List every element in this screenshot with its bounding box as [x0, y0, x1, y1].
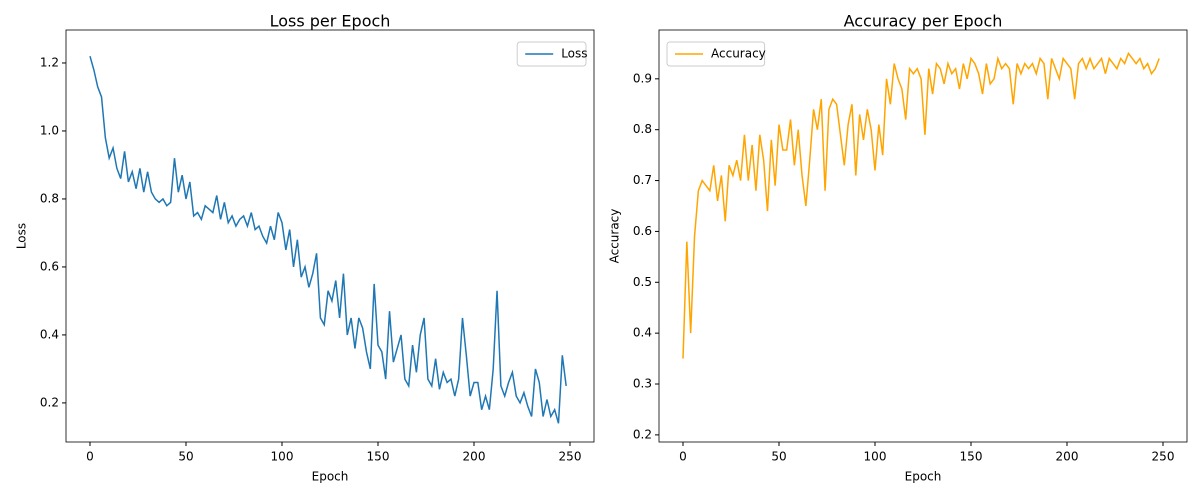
x-tick-label: 0 — [86, 450, 94, 464]
y-tick-label: 0.3 — [633, 377, 652, 391]
x-axis-label: Epoch — [905, 470, 942, 484]
y-tick-label: 0.6 — [40, 259, 59, 273]
y-tick-label: 0.2 — [633, 427, 652, 441]
x-tick-label: 200 — [463, 450, 486, 464]
y-tick-label: 0.4 — [633, 326, 652, 340]
x-tick-label: 50 — [771, 450, 786, 464]
x-tick-label: 250 — [559, 450, 582, 464]
y-tick-label: 0.6 — [633, 224, 652, 238]
y-tick-label: 0.8 — [40, 191, 59, 205]
y-axis-label: Loss — [15, 223, 29, 249]
chart-title: Loss per Epoch — [270, 12, 391, 31]
x-tick-label: 150 — [367, 450, 390, 464]
x-tick-label: 250 — [1152, 450, 1175, 464]
x-axis-label: Epoch — [312, 470, 349, 484]
x-tick-label: 100 — [864, 450, 887, 464]
x-tick-label: 0 — [679, 450, 687, 464]
axes-frame — [658, 29, 1188, 443]
y-tick-label: 1.2 — [40, 55, 59, 69]
data-line — [89, 55, 567, 424]
chart-title: Accuracy per Epoch — [844, 12, 1003, 31]
x-tick-label: 50 — [178, 450, 193, 464]
y-tick-label: 0.9 — [633, 71, 652, 85]
x-tick-label: 150 — [960, 450, 983, 464]
data-line — [682, 51, 1160, 359]
y-tick-label: 1.0 — [40, 123, 59, 137]
y-tick-label: 0.4 — [40, 327, 59, 341]
y-tick-label: 0.5 — [633, 275, 652, 289]
y-tick-label: 0.8 — [633, 122, 652, 136]
y-tick-label: 0.2 — [40, 395, 59, 409]
x-tick-label: 100 — [271, 450, 294, 464]
axes-frame — [65, 29, 595, 443]
x-tick-label: 200 — [1056, 450, 1079, 464]
legend-box — [666, 41, 766, 67]
legend-label: Accuracy — [711, 47, 766, 61]
y-tick-label: 0.7 — [633, 173, 652, 187]
y-axis-label: Accuracy — [608, 209, 622, 264]
legend-label: Loss — [561, 47, 587, 61]
